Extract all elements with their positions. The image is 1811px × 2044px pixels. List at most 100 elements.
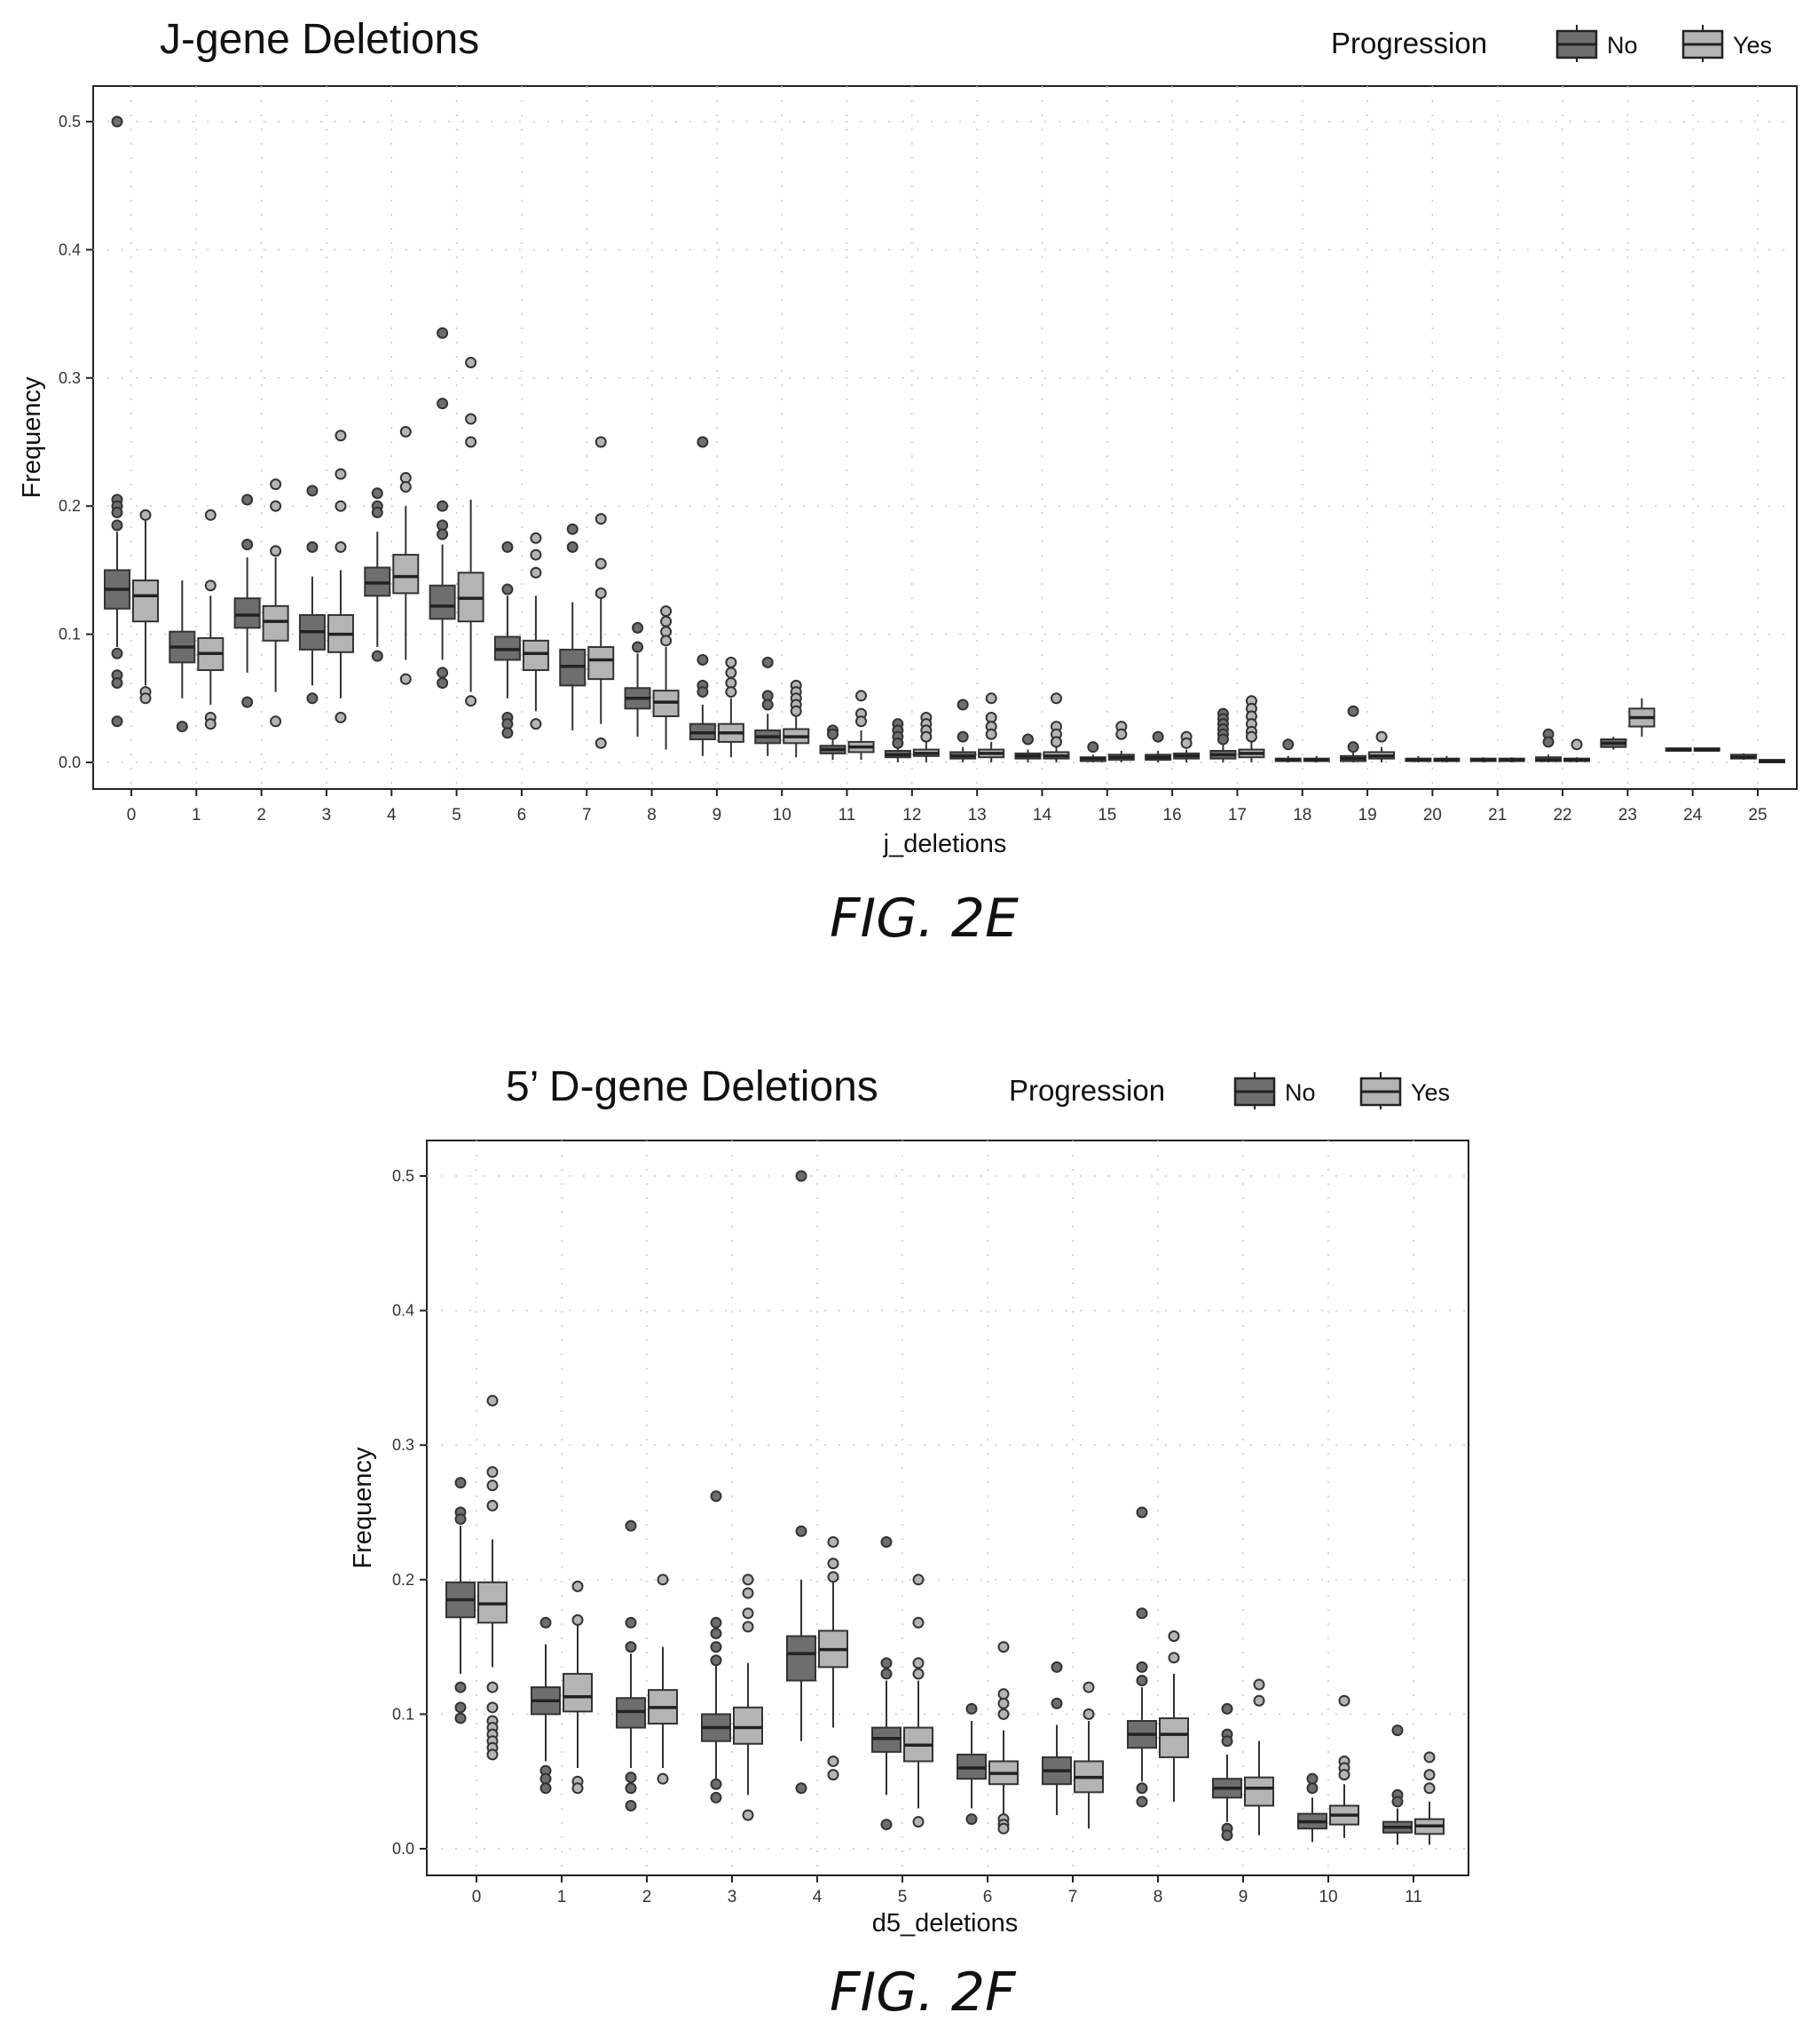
chart1-outlier-yes	[270, 715, 282, 728]
chart1-x-tick-label: 0	[127, 806, 137, 825]
chart2-legend-title: Progression	[1009, 1074, 1165, 1107]
chart2-outlier-yes	[912, 1657, 925, 1669]
chart2-outlier-yes	[1253, 1678, 1265, 1691]
chart2-outlier-no	[1391, 1795, 1404, 1808]
chart1-x-tick-label: 17	[1228, 806, 1247, 825]
chart1-outlier-yes	[660, 635, 673, 647]
chart2-outlier-yes	[912, 1574, 925, 1586]
chart1-outlier-yes	[855, 715, 868, 728]
chart1-x-tick-label: 10	[773, 806, 791, 825]
chart1-outlier-no	[371, 506, 383, 518]
chart1-outlier-no	[437, 528, 449, 541]
chart1-y-tick-label: 0.3	[59, 369, 81, 387]
chart2-outlier-no	[1221, 1735, 1233, 1748]
chart2-outlier-yes	[657, 1772, 669, 1785]
chart1-outlier-yes	[335, 468, 347, 480]
chart1-outlier-yes	[399, 673, 412, 685]
chart2-outlier-yes	[1423, 1751, 1436, 1764]
chart1-outlier-yes	[139, 509, 152, 521]
chart2-outlier-no	[1221, 1702, 1233, 1715]
chart1-outlier-yes	[660, 615, 673, 627]
chart1-x-tick-label: 25	[1748, 806, 1767, 825]
chart1-outlier-no	[111, 715, 123, 728]
chart1-outlier-no	[957, 698, 969, 711]
chart2-outlier-yes	[997, 1641, 1010, 1653]
chart2-outlier-yes	[742, 1621, 754, 1633]
chart2-outlier-yes	[912, 1668, 925, 1680]
chart1-outlier-yes	[594, 557, 607, 570]
chart1-outlier-yes	[530, 566, 542, 579]
chart1-outlier-no	[371, 650, 383, 662]
chart1-outlier-no	[1542, 736, 1555, 748]
chart1-outlier-yes	[660, 605, 673, 618]
chart2-outlier-no	[1051, 1661, 1063, 1673]
chart2-x-tick-label: 11	[1405, 1888, 1422, 1906]
chart1-outlier-no	[437, 327, 449, 339]
chart1-outlier-yes	[465, 436, 477, 448]
chart1-outlier-no	[632, 641, 644, 653]
chart2-outlier-no	[454, 1513, 467, 1526]
chart1-outlier-yes	[790, 705, 802, 717]
chart2-outlier-yes	[1083, 1681, 1095, 1693]
chart2-outlier-yes	[1338, 1694, 1350, 1707]
chart2-outlier-no	[795, 1170, 807, 1182]
chart1-box-yes	[392, 554, 420, 595]
chart1-outlier-no	[111, 519, 123, 532]
chart2-outlier-yes	[912, 1816, 925, 1828]
chart1-outlier-no	[241, 493, 254, 506]
chart2-x-tick-label: 6	[983, 1888, 993, 1906]
chart2-box-no	[786, 1635, 816, 1682]
chart2-chart-title: 5’ D-gene Deletions	[506, 1063, 878, 1110]
chart1-x-tick-label: 24	[1683, 806, 1703, 825]
chart2-outlier-yes	[827, 1558, 839, 1570]
chart1-x-tick-label: 9	[713, 806, 722, 825]
chart1-outlier-yes	[594, 587, 607, 599]
chart1-outlier-no	[957, 730, 969, 743]
chart1-outlier-no	[306, 485, 319, 497]
chart2-x-tick-label: 7	[1068, 1888, 1078, 1906]
chart1-x-tick-label: 18	[1293, 806, 1311, 825]
chart1-x-axis-label: j_deletions	[883, 830, 1007, 858]
figure-caption-2f: FIG. 2F	[830, 1961, 1016, 2024]
chart2-outlier-yes	[571, 1782, 584, 1795]
chart2-outlier-no	[1136, 1506, 1148, 1519]
chart1-outlier-no	[1021, 733, 1034, 746]
chart1-outlier-yes	[335, 430, 347, 442]
chart1-legend-label-yes: Yes	[1733, 32, 1772, 59]
chart2-x-tick-label: 4	[813, 1888, 823, 1906]
chart1-outlier-yes	[204, 580, 217, 592]
chart2-outlier-yes	[1168, 1652, 1180, 1664]
chart1-outlier-yes	[855, 690, 868, 702]
chart1-x-tick-label: 16	[1163, 806, 1182, 825]
chart1-outlier-no	[111, 647, 123, 659]
chart2-legend-label-no: No	[1285, 1079, 1316, 1106]
chart1-x-tick-label: 1	[192, 806, 201, 825]
chart2-outlier-no	[539, 1782, 552, 1795]
chart1-outlier-yes	[1571, 738, 1583, 751]
chart1-outlier-yes	[594, 737, 607, 749]
chart2-outlier-no	[625, 1641, 637, 1653]
chart1-outlier-no	[697, 653, 709, 666]
chart1-outlier-no	[111, 506, 123, 518]
chart2-outlier-no	[625, 1772, 637, 1784]
chart1-outlier-no	[697, 436, 709, 448]
chart1-outlier-no	[1347, 705, 1359, 717]
chart1-box-no	[233, 597, 261, 629]
chart1-outlier-no	[501, 541, 514, 553]
chart1-outlier-no	[1217, 733, 1229, 746]
chart1-x-tick-label: 8	[647, 806, 657, 825]
chart1-outlier-no	[306, 541, 319, 553]
chart1-outlier-no	[176, 721, 188, 733]
chart1-outlier-yes	[725, 686, 737, 698]
chart1-outlier-yes	[139, 692, 152, 705]
chart1-outlier-no	[632, 621, 644, 634]
chart2-y-tick-label: 0.2	[392, 1571, 414, 1589]
chart2-outlier-yes	[486, 1394, 499, 1407]
chart2-x-tick-label: 1	[557, 1888, 567, 1906]
chart2-outlier-yes	[912, 1616, 925, 1629]
chart2-x-tick-label: 0	[472, 1888, 482, 1906]
chart1-outlier-yes	[270, 500, 282, 512]
chart1-y-tick-label: 0.1	[59, 626, 81, 643]
chart2-outlier-no	[710, 1616, 722, 1629]
